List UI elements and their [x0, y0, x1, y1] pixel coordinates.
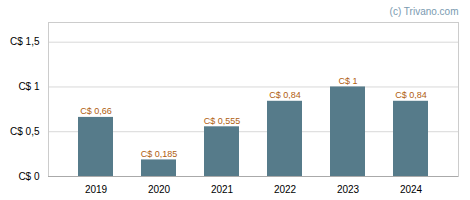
- svg-text:(c) Trivano.com: (c) Trivano.com: [390, 6, 459, 17]
- svg-text:C$ 0,84: C$ 0,84: [395, 90, 427, 100]
- svg-text:2021: 2021: [211, 184, 234, 195]
- svg-text:2023: 2023: [337, 184, 360, 195]
- svg-text:C$ 0,66: C$ 0,66: [80, 106, 112, 116]
- svg-text:C$ 0,84: C$ 0,84: [269, 90, 301, 100]
- svg-text:2020: 2020: [148, 184, 171, 195]
- svg-text:C$ 0: C$ 0: [18, 171, 40, 182]
- svg-text:2019: 2019: [85, 184, 108, 195]
- svg-text:C$ 1: C$ 1: [18, 81, 40, 92]
- svg-text:C$ 0,5: C$ 0,5: [10, 126, 40, 137]
- svg-text:C$ 0,555: C$ 0,555: [204, 116, 241, 126]
- svg-text:C$ 1,5: C$ 1,5: [10, 36, 40, 47]
- svg-text:2022: 2022: [274, 184, 297, 195]
- svg-text:C$ 0,185: C$ 0,185: [141, 149, 178, 159]
- svg-text:C$ 1: C$ 1: [338, 76, 357, 86]
- svg-text:2024: 2024: [400, 184, 423, 195]
